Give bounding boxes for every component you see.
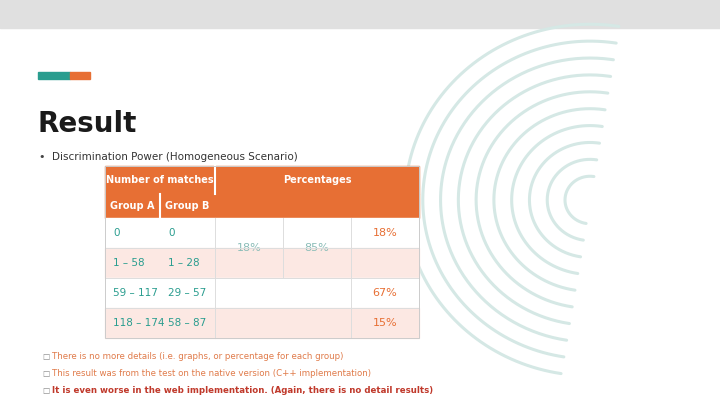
Bar: [105, 308, 215, 338]
Bar: [215, 278, 419, 308]
Text: 0: 0: [113, 228, 120, 238]
Text: 67%: 67%: [373, 288, 397, 298]
Bar: [0, 0, 720, 28]
Text: 1 – 58: 1 – 58: [113, 258, 145, 268]
Text: 118 – 174: 118 – 174: [113, 318, 164, 328]
Text: There is no more details (i.e. graphs, or percentage for each group): There is no more details (i.e. graphs, o…: [52, 352, 343, 361]
Text: Result: Result: [38, 110, 138, 138]
Bar: [105, 278, 215, 308]
Text: Number of matches: Number of matches: [106, 175, 214, 185]
Bar: [215, 308, 419, 338]
Text: Group A: Group A: [110, 201, 155, 211]
Text: 59 – 117: 59 – 117: [113, 288, 158, 298]
Text: □: □: [42, 369, 49, 378]
Text: •: •: [38, 152, 45, 162]
Bar: [105, 218, 215, 248]
Text: 1 – 28: 1 – 28: [168, 258, 199, 268]
Text: □: □: [42, 352, 49, 361]
Bar: [215, 194, 419, 218]
Bar: [38, 72, 70, 79]
Text: 29 – 57: 29 – 57: [168, 288, 206, 298]
Bar: [105, 248, 215, 278]
Bar: [215, 218, 419, 248]
Bar: [215, 248, 419, 278]
Text: It is even worse in the web implementation. (Again, there is no detail results): It is even worse in the web implementati…: [52, 386, 433, 395]
Bar: [105, 194, 160, 218]
Bar: [105, 166, 215, 194]
Text: Percentages: Percentages: [283, 175, 351, 185]
Text: 58 – 87: 58 – 87: [168, 318, 206, 328]
Text: Discrimination Power (Homogeneous Scenario): Discrimination Power (Homogeneous Scenar…: [52, 152, 298, 162]
Bar: [215, 166, 419, 194]
Text: □: □: [42, 386, 49, 395]
Bar: [105, 166, 419, 338]
Bar: [70, 72, 90, 79]
Text: Group B: Group B: [166, 201, 210, 211]
Text: This result was from the test on the native version (C++ implementation): This result was from the test on the nat…: [52, 369, 371, 378]
Text: 85%: 85%: [305, 243, 329, 253]
Text: 18%: 18%: [237, 243, 261, 253]
Text: 0: 0: [168, 228, 174, 238]
Bar: [160, 194, 215, 218]
Text: 15%: 15%: [373, 318, 397, 328]
Text: 18%: 18%: [373, 228, 397, 238]
